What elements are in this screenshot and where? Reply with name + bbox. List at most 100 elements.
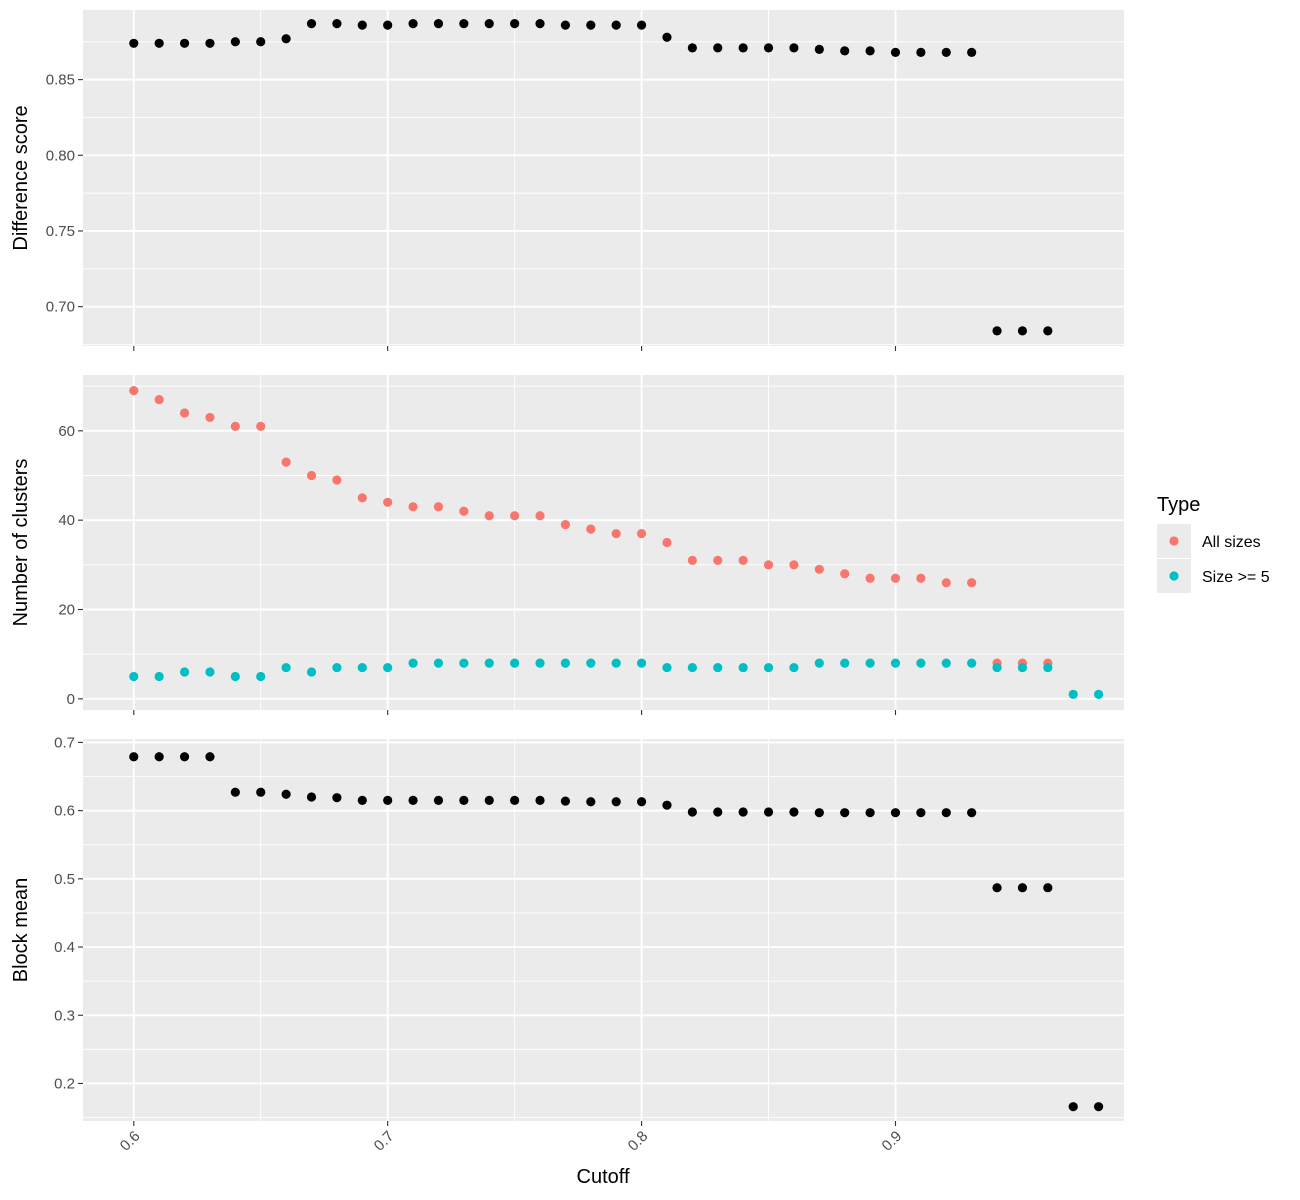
data-point bbox=[510, 795, 520, 805]
data-point bbox=[662, 800, 672, 810]
data-point bbox=[967, 47, 977, 57]
x-tick-label: 0.9 bbox=[879, 1128, 906, 1155]
data-point bbox=[1017, 883, 1028, 893]
data-point bbox=[687, 662, 697, 673]
data-point bbox=[763, 560, 774, 570]
data-point bbox=[535, 795, 545, 805]
data-point bbox=[1094, 689, 1104, 699]
y-tick-label: 0.7 bbox=[54, 734, 75, 751]
data-point bbox=[408, 19, 418, 29]
data-point bbox=[230, 671, 240, 682]
y-tick-label: 0.5 bbox=[54, 871, 75, 888]
data-point bbox=[306, 667, 317, 677]
data-point bbox=[941, 47, 951, 57]
data-point bbox=[662, 32, 672, 42]
data-point bbox=[154, 752, 164, 762]
data-point bbox=[992, 883, 1002, 893]
data-point bbox=[230, 421, 240, 431]
data-point bbox=[967, 578, 977, 588]
y-tick-label: 0.6 bbox=[54, 803, 75, 820]
data-point bbox=[941, 578, 951, 588]
data-point bbox=[662, 662, 672, 673]
y-tick-label: 0.80 bbox=[46, 147, 75, 164]
data-point bbox=[205, 412, 215, 423]
data-point bbox=[560, 796, 571, 806]
data-point bbox=[129, 386, 139, 396]
data-point bbox=[560, 658, 571, 668]
data-point bbox=[535, 658, 545, 668]
data-point bbox=[1068, 689, 1078, 699]
data-point bbox=[586, 20, 596, 30]
data-point bbox=[433, 658, 444, 668]
legend-key-size-5 bbox=[1169, 571, 1179, 581]
panel-background bbox=[83, 739, 1124, 1121]
data-point bbox=[916, 658, 926, 668]
legend-label-all-sizes: All sizes bbox=[1202, 534, 1261, 551]
data-point bbox=[967, 658, 977, 668]
data-point bbox=[256, 421, 266, 431]
data-point bbox=[713, 43, 723, 53]
data-point bbox=[738, 555, 748, 565]
data-point bbox=[281, 457, 291, 467]
data-point bbox=[179, 752, 190, 762]
series-points bbox=[129, 752, 1104, 1112]
data-point bbox=[916, 573, 926, 583]
data-point bbox=[687, 807, 697, 817]
data-point bbox=[459, 658, 469, 668]
data-point bbox=[687, 43, 697, 53]
data-point bbox=[510, 19, 520, 29]
data-point bbox=[205, 667, 215, 677]
series-size-5 bbox=[129, 658, 1104, 699]
data-point bbox=[992, 662, 1002, 673]
x-tick-label: 0.7 bbox=[371, 1128, 398, 1155]
data-point bbox=[332, 475, 342, 485]
panel-number-of-clusters: 0 20 40 60 Number of clusters bbox=[10, 375, 1124, 715]
data-point bbox=[941, 658, 951, 668]
data-point bbox=[179, 667, 190, 677]
data-point bbox=[814, 564, 824, 574]
data-point bbox=[865, 46, 875, 56]
data-point bbox=[510, 511, 520, 521]
data-point bbox=[992, 326, 1002, 336]
data-point bbox=[459, 795, 469, 805]
data-point bbox=[535, 511, 545, 521]
data-point bbox=[763, 662, 774, 673]
legend-label-size-5: Size >= 5 bbox=[1202, 569, 1270, 586]
data-point bbox=[789, 43, 799, 53]
data-point bbox=[179, 38, 190, 48]
data-point bbox=[687, 555, 697, 565]
legend-title: Type bbox=[1157, 494, 1200, 516]
data-point bbox=[636, 658, 647, 668]
data-point bbox=[890, 573, 901, 583]
data-point bbox=[636, 20, 647, 30]
data-point bbox=[281, 789, 291, 799]
data-point bbox=[306, 470, 317, 481]
data-point bbox=[636, 528, 647, 539]
data-point bbox=[611, 797, 621, 807]
data-point bbox=[459, 506, 469, 516]
data-point bbox=[967, 808, 977, 818]
data-point bbox=[890, 47, 901, 57]
data-point bbox=[306, 19, 317, 29]
data-point bbox=[154, 394, 164, 405]
data-point bbox=[916, 808, 926, 818]
data-point bbox=[789, 560, 799, 570]
data-point bbox=[763, 807, 774, 817]
data-point bbox=[281, 34, 291, 44]
data-point bbox=[408, 658, 418, 668]
series-points bbox=[129, 19, 1053, 336]
data-point bbox=[154, 671, 164, 682]
data-point bbox=[256, 37, 266, 47]
data-point bbox=[129, 671, 139, 682]
data-point bbox=[357, 20, 367, 30]
data-point bbox=[890, 808, 901, 818]
data-point bbox=[941, 808, 951, 818]
data-point bbox=[1017, 326, 1028, 336]
data-point bbox=[383, 662, 393, 673]
y-tick-label: 60 bbox=[58, 423, 75, 440]
data-point bbox=[256, 787, 266, 797]
data-point bbox=[408, 502, 418, 512]
panel-block-mean: 0.2 0.3 0.4 0.5 0.6 0.7 Block mean bbox=[10, 734, 1124, 1126]
data-point bbox=[332, 662, 342, 673]
